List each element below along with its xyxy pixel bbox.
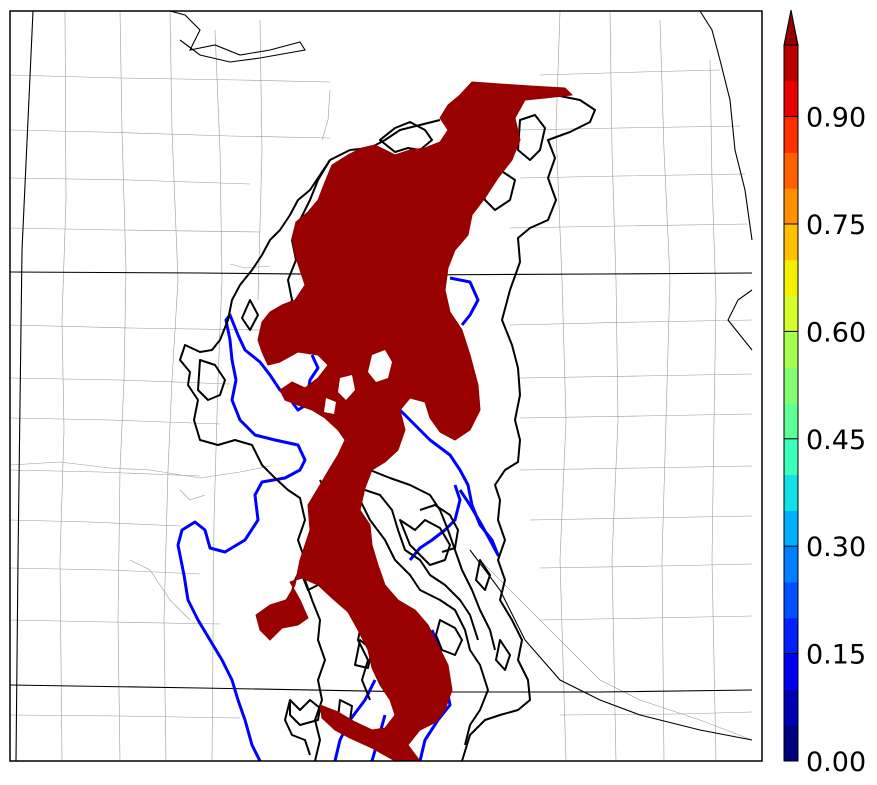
colorbar-segment (784, 259, 798, 297)
colorbar-tick-label: 0.75 (806, 210, 866, 241)
colorbar-extend-arrow (783, 9, 799, 46)
colorbar-segment (784, 331, 798, 368)
colorbar-segment (784, 725, 798, 762)
colorbar-segment (784, 546, 798, 583)
colorbar-segment (784, 438, 798, 476)
colorbar-segment (784, 152, 798, 189)
colorbar-segment (784, 367, 798, 404)
colorbar-ticks: 0.00 0.15 0.30 0.45 0.60 0.75 0.90 (784, 103, 866, 778)
colorbar-tick-label: 0.45 (806, 425, 866, 456)
shading-gap (338, 375, 355, 400)
colorbar-tick-label: 0.90 (806, 103, 866, 134)
colorbar-segment (784, 116, 798, 153)
colorbar-segment (784, 474, 798, 511)
shading-gap (324, 398, 336, 414)
colorbar-segments (784, 45, 798, 762)
colorbar-segment (784, 582, 798, 619)
colorbar-segment (784, 80, 798, 118)
colorbar-segment (784, 617, 798, 655)
shading-gap (368, 350, 392, 382)
colorbar-tick-label: 0.60 (806, 317, 866, 348)
colorbar-segment (784, 224, 798, 261)
colorbar-segment (784, 45, 798, 82)
state-boundaries (9, 10, 753, 762)
colorbar: 0.00 0.15 0.30 0.45 0.60 0.75 0.90 (783, 9, 866, 778)
colorbar-segment (784, 653, 798, 690)
colorbar-segment (784, 295, 798, 332)
probability-shading (255, 81, 573, 762)
colorbar-segment (784, 689, 798, 726)
colorbar-segment (784, 403, 798, 440)
black-contours (179, 91, 596, 762)
map-panel (9, 10, 763, 762)
colorbar-tick-label: 0.30 (806, 532, 866, 563)
colorbar-segment (784, 510, 798, 547)
shading-gap (290, 358, 310, 385)
map-frame (9, 10, 763, 762)
colorbar-tick-label: 0.15 (806, 640, 866, 671)
colorbar-segment (784, 188, 798, 225)
county-boundaries (9, 10, 753, 762)
colorbar-tick-label: 0.00 (806, 747, 866, 778)
